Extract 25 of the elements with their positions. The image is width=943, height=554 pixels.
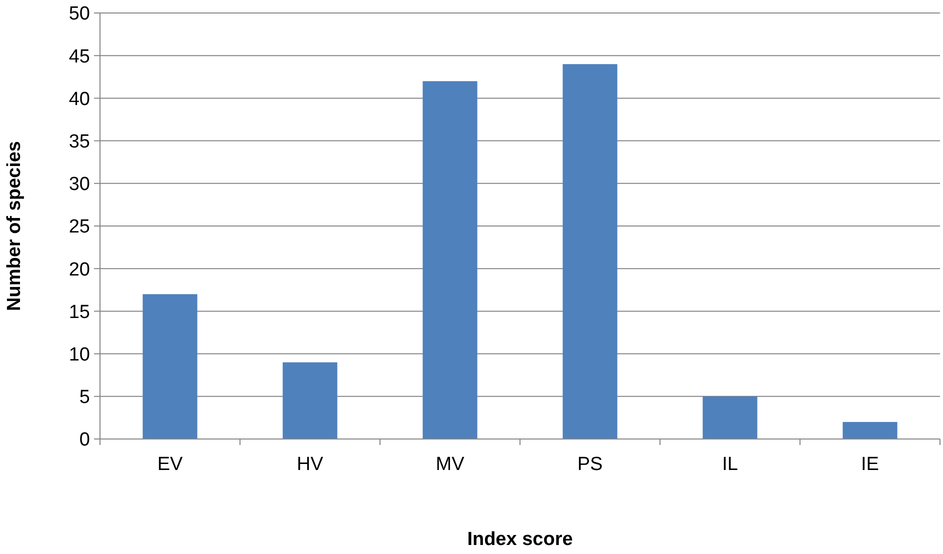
bar bbox=[562, 64, 618, 439]
bar bbox=[702, 396, 758, 439]
bar bbox=[842, 422, 898, 439]
y-tick-label: 25 bbox=[68, 216, 90, 238]
y-tick-label: 45 bbox=[68, 46, 90, 68]
bar bbox=[282, 362, 338, 439]
y-tick-label: 0 bbox=[79, 430, 90, 451]
x-axis-title: Index score bbox=[467, 529, 573, 550]
y-tick-label: 35 bbox=[68, 131, 90, 152]
y-tick-label: 20 bbox=[68, 259, 90, 280]
x-tick-label: IL bbox=[722, 454, 738, 475]
x-tick-label: IE bbox=[861, 454, 879, 475]
x-tick-label: MV bbox=[436, 454, 465, 475]
y-tick-label: 5 bbox=[79, 387, 90, 408]
x-tick-label: HV bbox=[296, 454, 324, 475]
bar bbox=[142, 294, 198, 439]
x-tick-label: PS bbox=[577, 454, 603, 475]
bar bbox=[422, 81, 478, 439]
x-tick-label: EV bbox=[157, 454, 183, 475]
y-axis-title: Number of species bbox=[4, 141, 25, 311]
y-tick-label: 10 bbox=[68, 344, 90, 366]
y-tick-label: 30 bbox=[68, 174, 90, 196]
y-tick-label: 50 bbox=[68, 4, 90, 25]
y-tick-label: 15 bbox=[68, 302, 90, 323]
y-tick-label: 40 bbox=[68, 88, 90, 110]
